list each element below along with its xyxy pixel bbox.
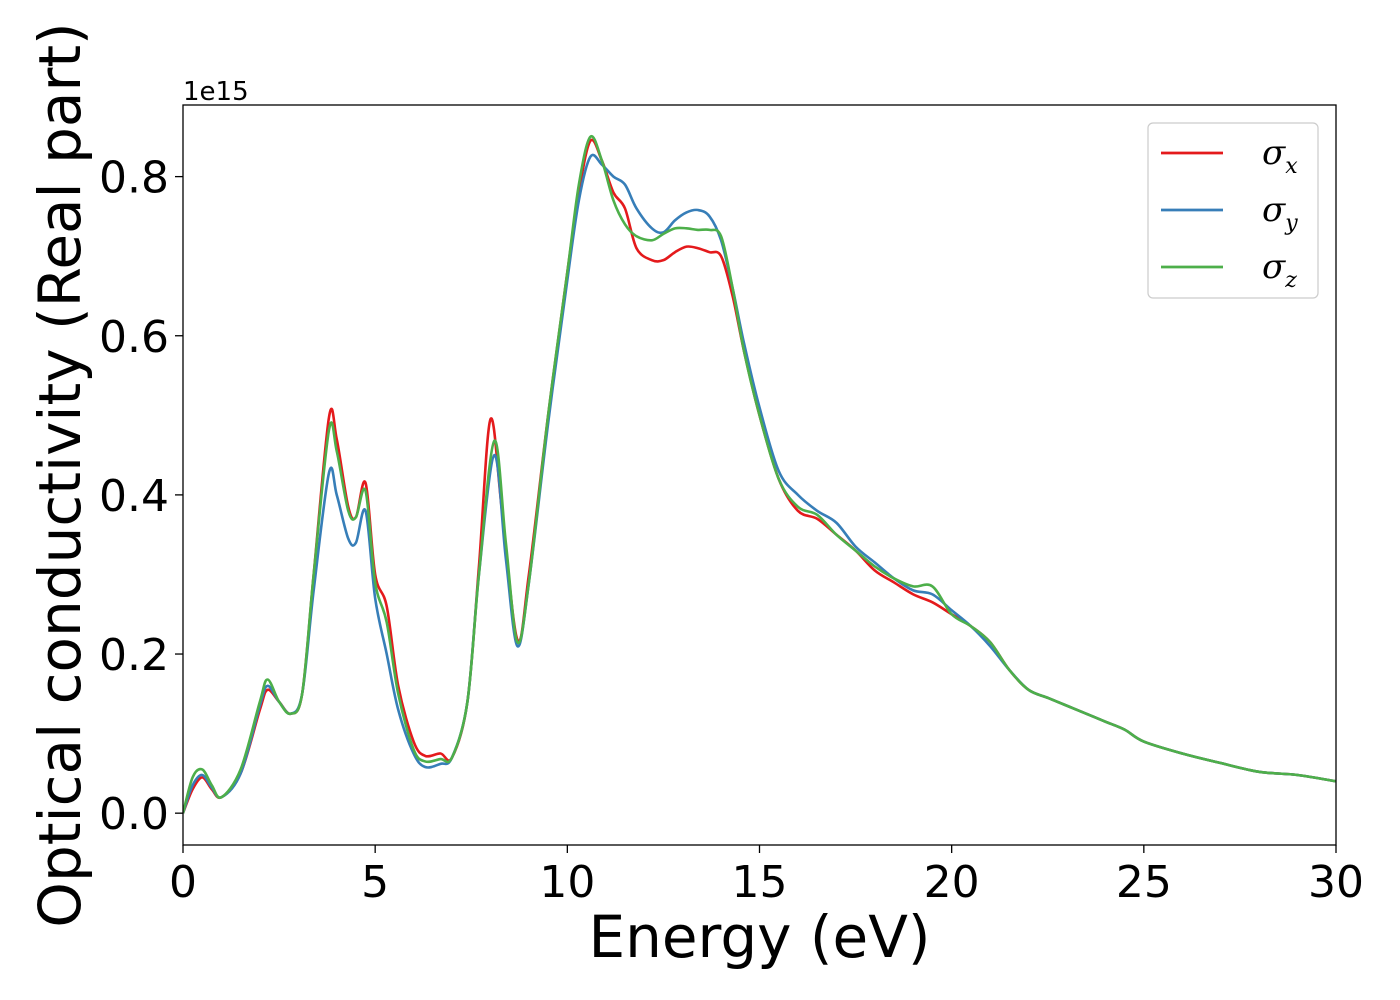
legend-label-y: σy: [1262, 190, 1298, 236]
x-axis-ticks: 0 5 10 15 20 25 30: [169, 845, 1364, 908]
x-tick-label: 15: [732, 857, 788, 908]
y-tick-label: 0.0: [99, 789, 169, 840]
y-tick-label: 0.4: [99, 471, 169, 522]
x-tick-label: 0: [169, 857, 197, 908]
series-line-z: [183, 134, 1336, 814]
x-tick-label: 10: [539, 857, 595, 908]
y-tick-label: 0.8: [99, 153, 169, 204]
x-tick-label: 20: [924, 857, 980, 908]
y-axis-label: Optical conductivity (Real part): [26, 22, 94, 927]
legend-box: [1147, 122, 1319, 299]
x-tick-label: 5: [361, 857, 389, 908]
y-tick-label: 0.6: [99, 312, 169, 363]
y-axis-ticks: 0.0 0.2 0.4 0.6 0.8: [99, 153, 183, 840]
x-tick-label: 25: [1116, 857, 1172, 908]
y-tick-label: 0.2: [99, 630, 169, 681]
y-offset-label: 1e15: [183, 77, 249, 107]
series-line-y: [183, 153, 1336, 814]
legend: σx σy σz: [1147, 122, 1319, 299]
series-layer: [183, 134, 1336, 814]
x-axis-label: Energy (eV): [588, 903, 930, 971]
legend-label-x: σx: [1262, 133, 1298, 179]
legend-label-z: σz: [1262, 247, 1297, 293]
x-tick-label: 30: [1308, 857, 1364, 908]
